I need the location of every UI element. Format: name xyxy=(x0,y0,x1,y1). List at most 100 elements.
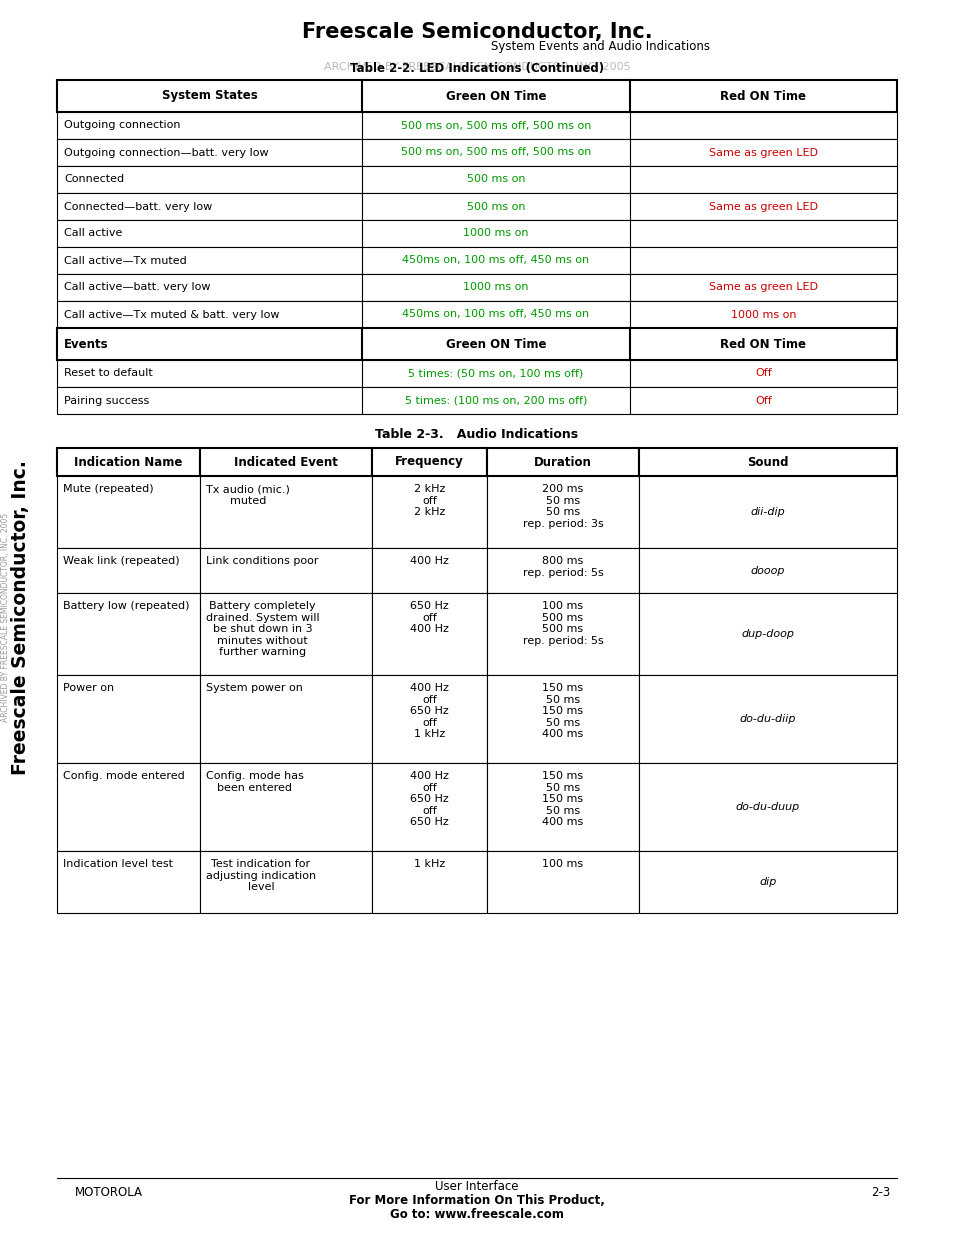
Bar xyxy=(486,593,639,676)
Text: MOTOROLA: MOTOROLA xyxy=(75,1186,143,1198)
Bar xyxy=(639,475,896,548)
Text: System power on: System power on xyxy=(206,683,302,693)
Bar xyxy=(57,763,200,851)
Text: dooop: dooop xyxy=(750,566,784,576)
Text: Red ON Time: Red ON Time xyxy=(720,337,805,351)
Bar xyxy=(57,359,896,387)
Bar xyxy=(200,763,372,851)
Text: 500 ms on, 500 ms off, 500 ms on: 500 ms on, 500 ms off, 500 ms on xyxy=(400,121,591,131)
Bar xyxy=(200,593,372,676)
Bar xyxy=(200,851,372,913)
Text: Outgoing connection—batt. very low: Outgoing connection—batt. very low xyxy=(64,147,269,158)
Bar xyxy=(57,165,896,193)
Bar xyxy=(372,475,486,548)
Bar xyxy=(57,80,896,112)
Text: Indicated Event: Indicated Event xyxy=(233,456,337,468)
Text: 650 Hz
off
400 Hz: 650 Hz off 400 Hz xyxy=(410,601,449,635)
Bar xyxy=(486,676,639,763)
Text: For More Information On This Product,: For More Information On This Product, xyxy=(349,1193,604,1207)
Bar xyxy=(57,220,896,247)
Text: Same as green LED: Same as green LED xyxy=(708,283,817,293)
Text: Reset to default: Reset to default xyxy=(64,368,152,378)
Text: 100 ms
500 ms
500 ms
rep. period: 5s: 100 ms 500 ms 500 ms rep. period: 5s xyxy=(522,601,602,646)
Text: 450ms on, 100 ms off, 450 ms on: 450ms on, 100 ms off, 450 ms on xyxy=(402,256,589,266)
Text: Mute (repeated): Mute (repeated) xyxy=(63,484,153,494)
Text: ARCHIVED BY FREESCALE SEMICONDUCTOR, INC. 2005: ARCHIVED BY FREESCALE SEMICONDUCTOR, INC… xyxy=(1,513,10,722)
Bar xyxy=(639,763,896,851)
Bar xyxy=(57,329,896,359)
Text: 5 times: (100 ms on, 200 ms off): 5 times: (100 ms on, 200 ms off) xyxy=(404,395,587,405)
Text: Tx audio (mic.)
muted: Tx audio (mic.) muted xyxy=(206,484,290,505)
Text: Config. mode entered: Config. mode entered xyxy=(63,771,185,781)
Text: Call active: Call active xyxy=(64,228,122,238)
Text: Power on: Power on xyxy=(63,683,114,693)
Text: Same as green LED: Same as green LED xyxy=(708,147,817,158)
Bar xyxy=(486,548,639,593)
Bar xyxy=(372,763,486,851)
Bar xyxy=(57,193,896,220)
Text: Outgoing connection: Outgoing connection xyxy=(64,121,180,131)
Text: Link conditions poor: Link conditions poor xyxy=(206,556,318,566)
Text: 5 times: (50 ms on, 100 ms off): 5 times: (50 ms on, 100 ms off) xyxy=(408,368,583,378)
Text: 500 ms on: 500 ms on xyxy=(466,201,525,211)
Bar xyxy=(639,448,896,475)
Text: Freescale Semiconductor, Inc.: Freescale Semiconductor, Inc. xyxy=(301,22,652,42)
Bar xyxy=(639,676,896,763)
Text: Connected: Connected xyxy=(64,174,124,184)
Text: 1 kHz: 1 kHz xyxy=(414,860,445,869)
Text: Battery completely
drained. System will
be shut down in 3
minutes without
furthe: Battery completely drained. System will … xyxy=(206,601,319,657)
Text: 150 ms
50 ms
150 ms
50 ms
400 ms: 150 ms 50 ms 150 ms 50 ms 400 ms xyxy=(542,683,583,740)
Text: Test indication for
adjusting indication
level: Test indication for adjusting indication… xyxy=(206,860,315,892)
Text: User Interface: User Interface xyxy=(435,1179,518,1193)
Text: 1000 ms on: 1000 ms on xyxy=(730,310,796,320)
Text: Frequency: Frequency xyxy=(395,456,463,468)
Bar xyxy=(57,475,200,548)
Text: Call active—Tx muted & batt. very low: Call active—Tx muted & batt. very low xyxy=(64,310,279,320)
Bar xyxy=(486,763,639,851)
Bar xyxy=(486,851,639,913)
Text: Off: Off xyxy=(755,395,771,405)
Text: Red ON Time: Red ON Time xyxy=(720,89,805,103)
Bar xyxy=(372,851,486,913)
Bar xyxy=(57,593,200,676)
Bar xyxy=(57,247,896,274)
Bar xyxy=(57,448,200,475)
Text: Weak link (repeated): Weak link (repeated) xyxy=(63,556,179,566)
Bar xyxy=(57,274,896,301)
Text: Freescale Semiconductor, Inc.: Freescale Semiconductor, Inc. xyxy=(11,461,30,774)
Bar xyxy=(57,140,896,165)
Text: Go to: www.freescale.com: Go to: www.freescale.com xyxy=(390,1208,563,1220)
Bar xyxy=(200,448,372,475)
Bar xyxy=(57,548,200,593)
Text: Indication Name: Indication Name xyxy=(74,456,182,468)
Text: 400 Hz: 400 Hz xyxy=(410,556,449,566)
Text: 2 kHz
off
2 kHz: 2 kHz off 2 kHz xyxy=(414,484,445,517)
Bar xyxy=(372,448,486,475)
Bar xyxy=(372,676,486,763)
Text: dup-doop: dup-doop xyxy=(740,629,794,638)
Text: Events: Events xyxy=(64,337,109,351)
Text: Connected—batt. very low: Connected—batt. very low xyxy=(64,201,212,211)
Text: Indication level test: Indication level test xyxy=(63,860,172,869)
Text: 500 ms on: 500 ms on xyxy=(466,174,525,184)
Bar xyxy=(57,387,896,414)
Text: System Events and Audio Indications: System Events and Audio Indications xyxy=(491,40,709,53)
Text: Off: Off xyxy=(755,368,771,378)
Bar xyxy=(486,448,639,475)
Bar xyxy=(639,851,896,913)
Text: 200 ms
50 ms
50 ms
rep. period: 3s: 200 ms 50 ms 50 ms rep. period: 3s xyxy=(522,484,602,529)
Bar xyxy=(57,676,200,763)
Text: dip: dip xyxy=(759,877,776,887)
Bar xyxy=(486,475,639,548)
Bar xyxy=(57,301,896,329)
Text: Duration: Duration xyxy=(534,456,591,468)
Text: 450ms on, 100 ms off, 450 ms on: 450ms on, 100 ms off, 450 ms on xyxy=(402,310,589,320)
Bar xyxy=(639,548,896,593)
Text: ARCHIVED BY FREESCALE SEMICONDUCTOR, INC. 2005: ARCHIVED BY FREESCALE SEMICONDUCTOR, INC… xyxy=(323,62,630,72)
Text: 400 Hz
off
650 Hz
off
1 kHz: 400 Hz off 650 Hz off 1 kHz xyxy=(410,683,449,740)
Text: 500 ms on, 500 ms off, 500 ms on: 500 ms on, 500 ms off, 500 ms on xyxy=(400,147,591,158)
Text: dii-dip: dii-dip xyxy=(750,508,784,517)
Text: 100 ms: 100 ms xyxy=(542,860,583,869)
Text: 2-3: 2-3 xyxy=(870,1186,889,1198)
Text: Pairing success: Pairing success xyxy=(64,395,149,405)
